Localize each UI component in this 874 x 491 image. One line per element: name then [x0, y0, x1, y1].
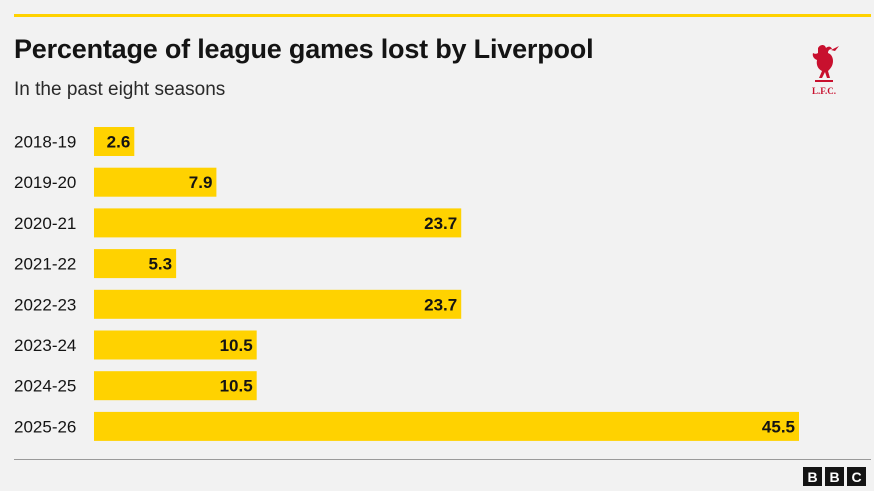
chart-subtitle: In the past eight seasons — [14, 79, 226, 100]
bar-value-label: 10.5 — [220, 377, 253, 396]
bar-value-label: 23.7 — [424, 214, 457, 233]
bar-value-label: 2.6 — [107, 133, 131, 152]
bars-layer: 2018-19 2.6 2019-20 7.9 2020-21 23.7 2021-22 5.… — [14, 127, 799, 441]
category-label: 2025-26 — [14, 417, 76, 436]
bar — [94, 208, 462, 238]
bar — [94, 127, 135, 156]
category-label: 2021-22 — [14, 255, 76, 274]
bar-value-label: 5.3 — [148, 255, 172, 274]
bar-value-label: 10.5 — [220, 336, 253, 355]
bbc-logo-letter: C — [847, 467, 866, 486]
top-accent-rule — [14, 14, 871, 17]
bar-value-label: 23.7 — [424, 295, 457, 314]
lfc-liverbird-logo: L.F.C. — [812, 45, 839, 96]
lfc-logo-text: L.F.C. — [812, 86, 836, 96]
category-label: 2023-24 — [14, 336, 76, 355]
bottom-rule — [14, 459, 871, 460]
category-label: 2024-25 — [14, 377, 76, 396]
category-label: 2022-23 — [14, 295, 76, 314]
bar-value-label: 7.9 — [189, 173, 213, 192]
category-label: 2018-19 — [14, 133, 76, 152]
bar-value-label: 45.5 — [762, 417, 795, 436]
bbc-logo-letter: B — [825, 467, 844, 486]
category-label: 2019-20 — [14, 173, 76, 192]
category-label: 2020-21 — [14, 214, 76, 233]
chart-title: Percentage of league games lost by Liver… — [14, 34, 594, 64]
bar — [94, 167, 217, 197]
bar — [94, 411, 799, 441]
bar — [94, 330, 257, 360]
liverbird-icon — [812, 45, 839, 82]
bar — [94, 249, 177, 279]
bbc-logo-letter: B — [803, 467, 822, 486]
bbc-logo: B B C — [803, 467, 866, 486]
bar — [94, 289, 462, 319]
bar — [94, 371, 257, 401]
